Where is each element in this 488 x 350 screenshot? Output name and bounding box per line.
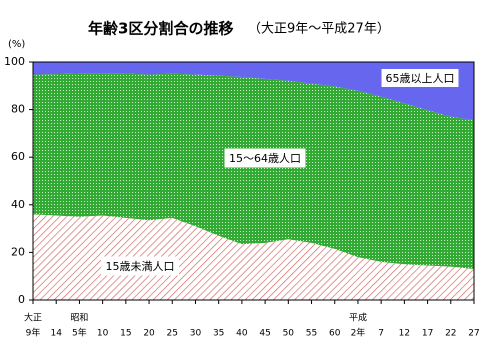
series-label: 15歳未満人口 [106, 260, 175, 273]
x-tick-label: 22 [445, 329, 456, 339]
x-tick-label: 55 [306, 329, 317, 339]
series-label: 65歳以上人口 [386, 72, 455, 85]
x-tick-label: 35 [213, 329, 224, 339]
x-tick-label: 27 [468, 329, 479, 339]
series-label: 15～64歳人口 [229, 152, 301, 165]
x-tick-label: 15 [120, 329, 131, 339]
x-tick-label: 2年 [351, 327, 366, 339]
x-tick-label: 5年 [72, 327, 87, 339]
x-tick-label: 45 [259, 329, 270, 339]
area [33, 214, 474, 300]
chart-subtitle: （大正9年～平成27年） [248, 22, 390, 37]
chart-title: 年齢3区分割合の推移 [88, 20, 233, 38]
x-tick-label: 60 [329, 329, 341, 339]
y-tick-label: 60 [11, 150, 25, 163]
x-tick-label: 10 [97, 329, 109, 339]
y-tick-label: 100 [4, 55, 25, 68]
x-tick-label: 平成 [349, 312, 367, 324]
x-tick-label: 40 [236, 329, 248, 339]
label-box [224, 148, 306, 168]
x-tick-label: 昭和 [70, 313, 88, 324]
area [33, 73, 474, 270]
x-tick-label: 25 [167, 329, 178, 339]
label-box [381, 69, 459, 87]
x-tick-label: 9年 [26, 327, 41, 339]
x-tick-label: 12 [399, 329, 410, 339]
x-tick-label: 20 [143, 329, 155, 339]
label-box [101, 256, 179, 276]
x-tick-label: 7 [378, 329, 384, 339]
y-tick-label: 20 [11, 245, 25, 258]
x-tick-label: 17 [422, 329, 433, 339]
x-tick-label: 大正 [24, 312, 42, 324]
y-tick-label: 40 [11, 198, 25, 211]
x-tick-label: 14 [50, 329, 62, 339]
y-tick-label: 0 [18, 293, 25, 306]
x-tick-label: 50 [283, 329, 295, 339]
x-tick-label: 30 [190, 329, 202, 339]
y-tick-label: 80 [11, 103, 25, 116]
y-axis-label: (%) [8, 39, 25, 50]
plot-frame [32, 61, 475, 301]
area [33, 62, 474, 121]
